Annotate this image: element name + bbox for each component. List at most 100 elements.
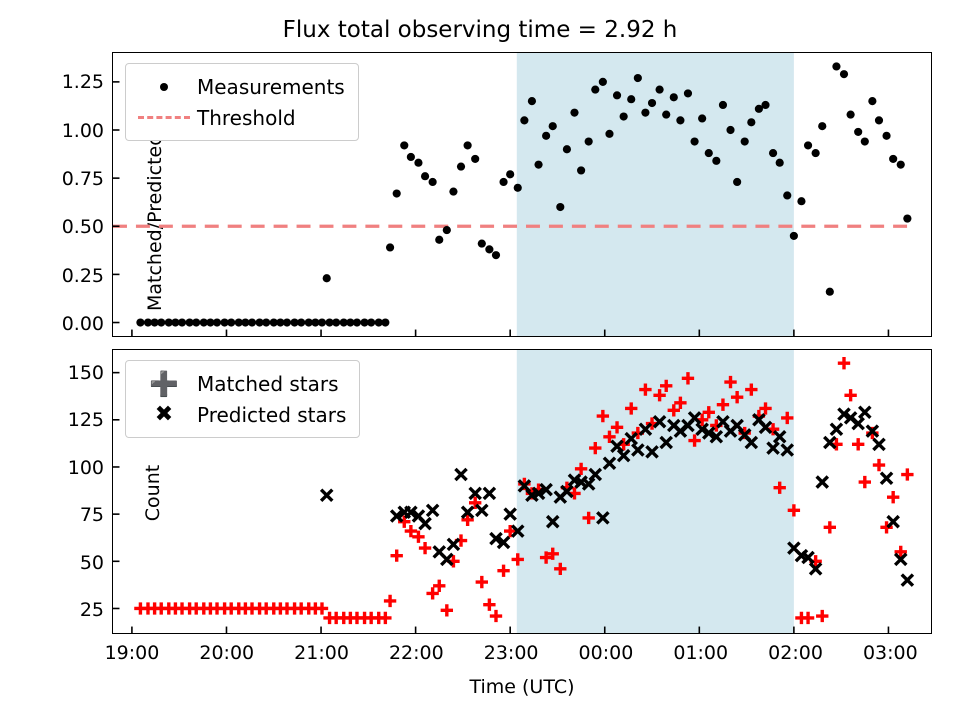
data-point [390,549,403,562]
data-point [282,318,292,327]
data-point [872,458,886,472]
legend-item-threshold[interactable]: Threshold [135,102,345,133]
data-point [868,97,877,106]
data-point [546,547,559,560]
data-point [433,579,446,592]
data-point [269,318,278,327]
data-point [325,318,334,327]
data-point [896,160,905,169]
data-point [816,609,829,623]
data-point [681,372,695,385]
data-point [367,318,376,327]
data-point [758,420,773,435]
data-point [829,422,844,436]
data-point [610,421,624,434]
data-point [446,537,461,552]
data-point [247,318,257,327]
data-point [255,318,264,327]
data-point [227,318,236,327]
bottom-panel-legend: ➕ Matched stars ✖ Predicted stars [125,360,361,438]
legend-item-measurements[interactable]: Measurements [135,71,345,102]
data-point [262,318,271,327]
data-point [823,521,836,534]
data-point [520,116,529,125]
data-point [903,214,912,223]
data-point [352,318,362,327]
data-point [449,187,458,196]
data-point [374,318,383,327]
data-point [851,438,865,451]
data-point [844,389,857,402]
data-point [801,550,815,565]
legend-item-matched-stars[interactable]: ➕ Matched stars [135,368,346,399]
data-point [511,553,524,566]
data-point [304,318,313,327]
data-point [574,462,588,476]
data-point [676,116,685,125]
data-point [616,448,631,463]
data-point [659,435,673,450]
data-point [404,524,418,538]
data-point [346,318,355,327]
data-point [322,274,331,283]
data-point [740,137,749,146]
data-point [801,611,815,625]
data-point [775,158,784,167]
data-point [539,482,553,497]
data-point [662,110,671,119]
data-point [420,172,430,181]
data-point [185,318,194,327]
data-point [839,70,849,79]
data-point [773,481,786,494]
bottom-panel-axes: Count ➕ Matched stars ✖ Predicted stars … [68,349,932,664]
data-point [772,430,787,444]
data-point [315,602,329,615]
data-point [709,430,724,444]
x-tick-label: 22:00 [388,642,444,664]
data-point [418,541,432,555]
y-tick-label: 125 [67,409,104,432]
y-tick-label: 0.75 [61,168,104,191]
data-point [510,524,525,538]
data-point [426,587,439,600]
data-point [577,166,586,175]
x-axis-label: Time (UTC) [469,676,575,698]
legend-label-threshold: Threshold [197,105,296,130]
data-point [747,118,756,127]
data-point [471,154,480,163]
measurements-marker-icon [135,74,193,100]
data-point [482,486,497,501]
y-tick-label: 50 [79,551,104,574]
shaded-time-region [516,53,794,336]
data-point [625,402,638,415]
data-point [560,484,574,499]
data-point [463,141,472,150]
data-point [428,177,437,187]
y-tick-label: 150 [67,361,104,384]
data-point [513,183,522,192]
data-point [385,243,395,252]
y-tick-label: 0.50 [61,216,104,239]
bottom-panel-plot-area [113,350,915,633]
data-point [220,318,229,327]
data-point [886,491,900,504]
legend-item-predicted-stars[interactable]: ✖ Predicted stars [135,399,347,430]
data-point [199,318,208,327]
data-point [624,431,639,446]
data-point [603,430,616,443]
data-point [276,318,285,327]
data-point [460,505,475,520]
data-point [584,137,593,146]
x-tick-label: 03:00 [862,642,918,664]
data-point [562,145,572,154]
data-point [581,477,596,491]
data-point [718,100,728,110]
data-point [483,598,496,611]
data-point [704,149,713,158]
data-point [783,191,792,200]
data-point [754,104,763,113]
data-point [596,511,610,525]
data-point [610,439,624,453]
data-point [695,422,709,436]
